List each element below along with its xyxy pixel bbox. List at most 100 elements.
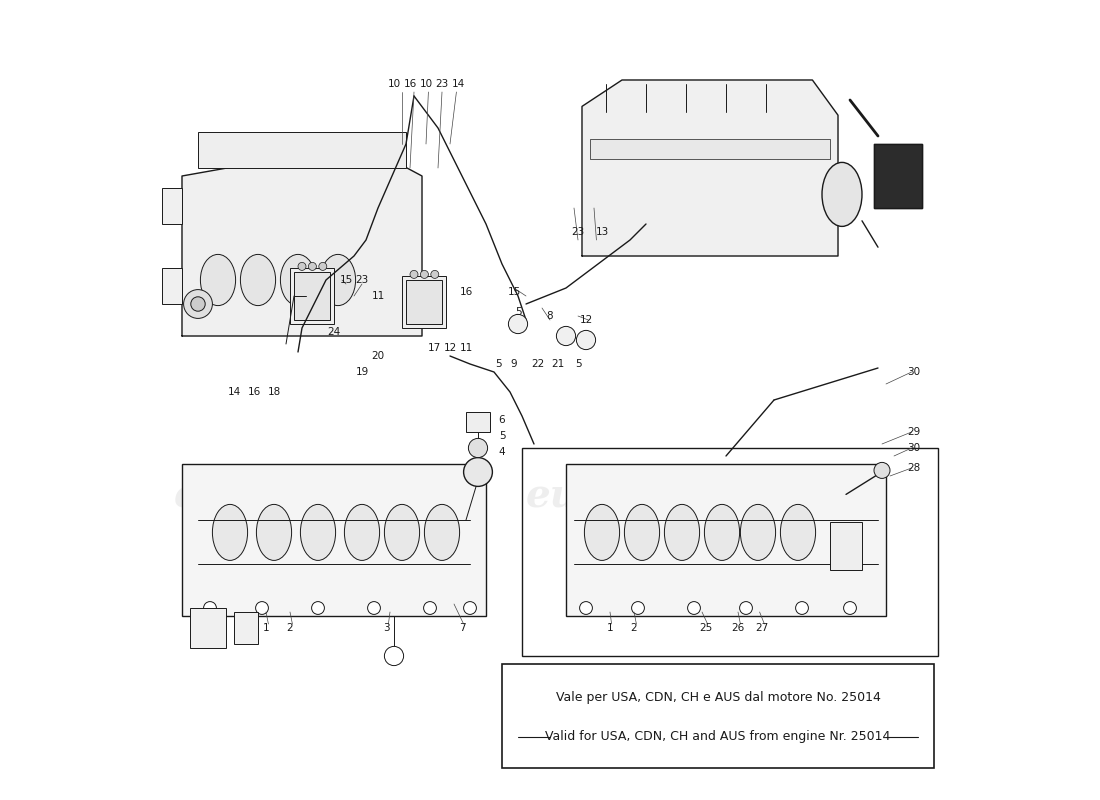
Text: Vale per USA, CDN, CH e AUS dal motore No. 25014: Vale per USA, CDN, CH e AUS dal motore N… bbox=[556, 690, 880, 704]
Text: 12: 12 bbox=[580, 315, 593, 325]
Text: 18: 18 bbox=[267, 387, 280, 397]
Text: eurospares: eurospares bbox=[526, 477, 767, 515]
Text: 21: 21 bbox=[551, 359, 564, 369]
Bar bbox=[402, 276, 446, 328]
Text: 29: 29 bbox=[908, 427, 921, 437]
Text: 8: 8 bbox=[547, 311, 553, 321]
Text: Valid for USA, CDN, CH and AUS from engine Nr. 25014: Valid for USA, CDN, CH and AUS from engi… bbox=[546, 730, 891, 743]
Ellipse shape bbox=[280, 254, 316, 306]
Text: 5: 5 bbox=[495, 359, 502, 369]
Ellipse shape bbox=[384, 646, 404, 666]
Ellipse shape bbox=[420, 270, 428, 278]
Bar bbox=[406, 280, 442, 324]
Bar bbox=[566, 464, 886, 616]
Bar bbox=[198, 132, 406, 168]
Ellipse shape bbox=[308, 262, 317, 270]
Ellipse shape bbox=[463, 458, 493, 486]
Ellipse shape bbox=[184, 290, 212, 318]
Ellipse shape bbox=[425, 504, 460, 560]
Ellipse shape bbox=[822, 162, 862, 226]
Ellipse shape bbox=[204, 602, 217, 614]
Ellipse shape bbox=[584, 504, 619, 560]
Text: 23: 23 bbox=[355, 275, 368, 285]
Bar bbox=[830, 522, 862, 570]
Polygon shape bbox=[582, 80, 838, 256]
Text: 23: 23 bbox=[571, 227, 584, 237]
Text: eurospares: eurospares bbox=[174, 477, 415, 515]
Ellipse shape bbox=[576, 330, 595, 350]
Bar bbox=[290, 268, 334, 324]
Ellipse shape bbox=[664, 504, 700, 560]
Ellipse shape bbox=[625, 504, 660, 560]
Text: 11: 11 bbox=[372, 291, 385, 301]
Text: 3: 3 bbox=[383, 623, 389, 633]
Ellipse shape bbox=[190, 297, 206, 311]
Text: 24: 24 bbox=[328, 327, 341, 337]
Ellipse shape bbox=[320, 254, 355, 306]
Text: 9: 9 bbox=[510, 359, 517, 369]
Text: 15: 15 bbox=[507, 287, 520, 297]
Text: 23: 23 bbox=[436, 79, 449, 89]
Text: 30: 30 bbox=[908, 443, 921, 453]
Ellipse shape bbox=[384, 504, 419, 560]
Text: 2: 2 bbox=[630, 623, 637, 633]
Text: 11: 11 bbox=[460, 343, 473, 353]
Ellipse shape bbox=[840, 530, 859, 550]
Bar bbox=[294, 272, 330, 320]
Text: 15: 15 bbox=[340, 275, 353, 285]
Bar bbox=[162, 188, 182, 224]
Ellipse shape bbox=[410, 270, 418, 278]
Bar bbox=[234, 612, 258, 644]
Polygon shape bbox=[874, 144, 922, 208]
Ellipse shape bbox=[557, 326, 575, 346]
Text: 14: 14 bbox=[228, 387, 241, 397]
Text: 27: 27 bbox=[756, 623, 769, 633]
Ellipse shape bbox=[704, 504, 739, 560]
Text: 30: 30 bbox=[908, 367, 921, 377]
Ellipse shape bbox=[200, 254, 235, 306]
Text: 1: 1 bbox=[607, 623, 614, 633]
Ellipse shape bbox=[212, 504, 248, 560]
Ellipse shape bbox=[463, 602, 476, 614]
Ellipse shape bbox=[300, 504, 336, 560]
Ellipse shape bbox=[431, 270, 439, 278]
Ellipse shape bbox=[255, 602, 268, 614]
Text: 16: 16 bbox=[248, 387, 261, 397]
Polygon shape bbox=[182, 144, 422, 336]
Text: 19: 19 bbox=[355, 367, 368, 377]
Ellipse shape bbox=[367, 602, 381, 614]
Text: 1: 1 bbox=[263, 623, 270, 633]
Ellipse shape bbox=[508, 314, 528, 334]
Ellipse shape bbox=[844, 526, 857, 539]
Ellipse shape bbox=[580, 602, 593, 614]
Text: 14: 14 bbox=[451, 79, 464, 89]
Text: 16: 16 bbox=[404, 79, 417, 89]
Text: 22: 22 bbox=[531, 359, 544, 369]
Ellipse shape bbox=[298, 262, 306, 270]
Text: 2: 2 bbox=[287, 623, 294, 633]
Bar bbox=[466, 412, 490, 432]
Ellipse shape bbox=[344, 504, 380, 560]
Ellipse shape bbox=[739, 602, 752, 614]
Text: 5: 5 bbox=[515, 307, 521, 317]
Text: 7: 7 bbox=[459, 623, 465, 633]
Text: 13: 13 bbox=[595, 227, 608, 237]
Text: 5: 5 bbox=[498, 431, 505, 441]
Ellipse shape bbox=[241, 254, 276, 306]
Ellipse shape bbox=[631, 602, 645, 614]
Ellipse shape bbox=[256, 504, 292, 560]
Bar bbox=[182, 464, 486, 616]
Text: 5: 5 bbox=[574, 359, 581, 369]
Text: 10: 10 bbox=[387, 79, 400, 89]
Text: 16: 16 bbox=[460, 287, 473, 297]
Text: 4: 4 bbox=[498, 447, 505, 457]
Text: 20: 20 bbox=[372, 351, 385, 361]
Ellipse shape bbox=[780, 504, 815, 560]
Text: 17: 17 bbox=[428, 343, 441, 353]
Ellipse shape bbox=[795, 602, 808, 614]
Bar bbox=[522, 448, 938, 656]
Ellipse shape bbox=[688, 602, 701, 614]
Bar bbox=[590, 139, 830, 159]
Bar bbox=[190, 608, 226, 648]
Text: 6: 6 bbox=[498, 415, 505, 425]
